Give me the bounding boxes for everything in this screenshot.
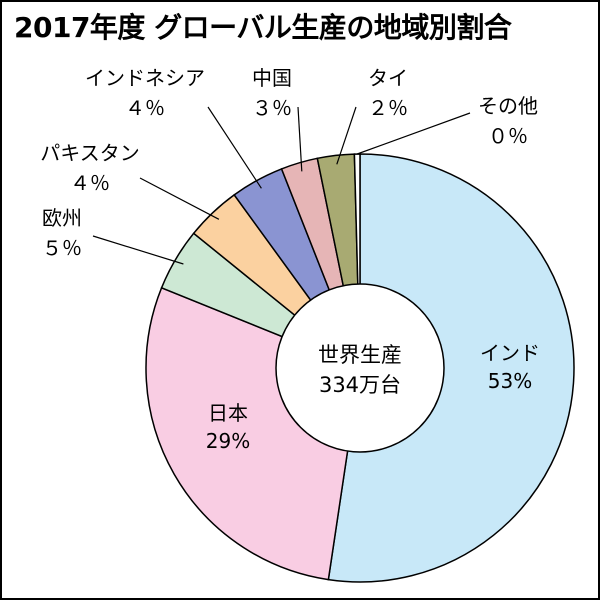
slice-label-value-2: 29% xyxy=(206,429,250,453)
center-label-line1: 世界生産 xyxy=(318,343,402,367)
slice-label-name-6: 中国 xyxy=(252,66,292,90)
slice-label-name-5: インドネシア xyxy=(85,66,205,90)
leader-line-6 xyxy=(297,106,303,172)
slice-label-name-2: 日本 xyxy=(208,401,248,425)
slice-label-name-4: パキスタン xyxy=(40,141,139,165)
slice-label-value-4: ４％ xyxy=(70,171,110,195)
slice-label-value-1: 53% xyxy=(488,369,532,393)
slice-label-name-3: 欧州 xyxy=(42,206,82,230)
leader-line-4 xyxy=(139,177,220,220)
slice-label-value-7: ２％ xyxy=(368,96,408,120)
donut-hole xyxy=(275,283,445,453)
leader-line-3 xyxy=(92,235,184,265)
slice-label-value-8: ０％ xyxy=(488,124,528,148)
slice-1 xyxy=(327,153,575,583)
slice-label-name-8: その他 xyxy=(478,94,538,118)
leader-line-5 xyxy=(207,106,262,189)
slice-label-name-7: タイ xyxy=(368,66,408,90)
leader-line-7 xyxy=(336,106,357,165)
leader-line-8 xyxy=(356,112,471,155)
center-label-line2: 334万台 xyxy=(319,373,401,397)
chart-title: 2017年度 グローバル生産の地域別割合 xyxy=(14,11,512,44)
labels-group: インド 53% 日本 29% 欧州 ５％ パキスタン ４％ インドネシア ４％ 中国 ３％ タイ ２％ その… xyxy=(40,66,540,453)
slice-label-value-5: ４％ xyxy=(125,96,165,120)
slice-label-value-3: ５％ xyxy=(42,236,82,260)
slice-label-value-6: ３％ xyxy=(252,96,292,120)
slice-label-name-1: インド xyxy=(480,341,540,365)
